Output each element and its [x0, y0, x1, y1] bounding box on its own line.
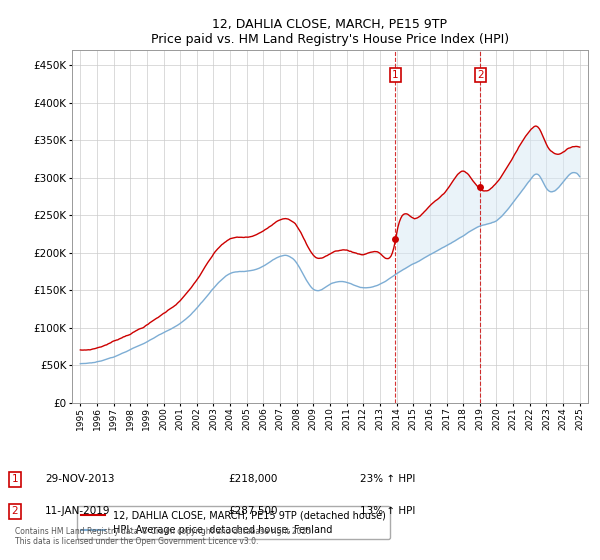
Text: 1: 1	[392, 70, 398, 80]
Text: 29-NOV-2013: 29-NOV-2013	[45, 474, 115, 484]
Text: Contains HM Land Registry data © Crown copyright and database right 2025.
This d: Contains HM Land Registry data © Crown c…	[15, 527, 314, 546]
Text: £287,500: £287,500	[228, 506, 277, 516]
Text: 11-JAN-2019: 11-JAN-2019	[45, 506, 110, 516]
Title: 12, DAHLIA CLOSE, MARCH, PE15 9TP
Price paid vs. HM Land Registry's House Price : 12, DAHLIA CLOSE, MARCH, PE15 9TP Price …	[151, 18, 509, 46]
Text: 1: 1	[11, 474, 19, 484]
Legend: 12, DAHLIA CLOSE, MARCH, PE15 9TP (detached house), HPI: Average price, detached: 12, DAHLIA CLOSE, MARCH, PE15 9TP (detac…	[77, 506, 389, 539]
Text: 13% ↑ HPI: 13% ↑ HPI	[360, 506, 415, 516]
Text: 23% ↑ HPI: 23% ↑ HPI	[360, 474, 415, 484]
Text: £218,000: £218,000	[228, 474, 277, 484]
Text: 2: 2	[11, 506, 19, 516]
Text: 2: 2	[477, 70, 484, 80]
